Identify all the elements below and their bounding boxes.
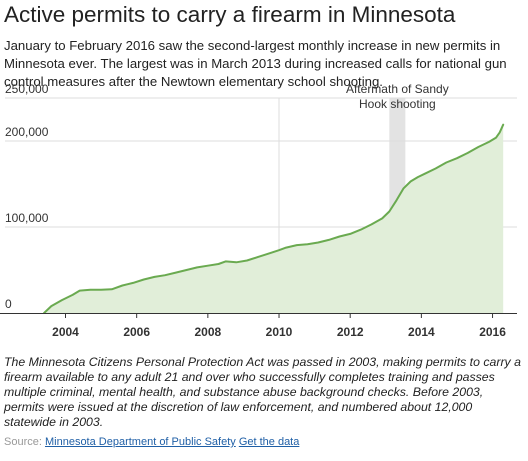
x-tick-label: 2014 [408, 325, 435, 339]
get-data-link[interactable]: Get the data [238, 436, 300, 448]
x-tick-label: 2004 [52, 325, 79, 339]
chart-title: Active permits to carry a firearm in Min… [4, 2, 456, 27]
axes [0, 313, 517, 318]
footnote: The Minnesota Citizens Personal Protecti… [4, 355, 521, 429]
series-line [43, 123, 505, 314]
chart-subtitle: January to February 2016 saw the second-… [4, 38, 507, 89]
gridlines [5, 97, 517, 313]
source-link[interactable]: Minnesota Department of Public Safety [44, 436, 236, 448]
data-area [43, 123, 505, 314]
area-chart: 2004 2006 2008 2010 2012 2014 2016 0 100,000 200,… [0, 82, 517, 339]
x-tick-label: 2006 [123, 325, 150, 339]
y-tick-label: 250,000 [5, 82, 49, 96]
source-label: Source: [4, 436, 42, 448]
y-tick-label: 100,000 [5, 211, 49, 225]
x-tick-label: 2008 [194, 325, 221, 339]
source-line: Source: Minnesota Department of Public S… [4, 436, 299, 448]
highlight-label-line: Hook shooting [359, 97, 436, 111]
highlight-label-line: Aftermath of Sandy [346, 82, 449, 96]
x-tick-label: 2016 [479, 325, 506, 339]
x-tick-label: 2012 [337, 325, 364, 339]
x-tick-label: 2010 [266, 325, 293, 339]
tick-labels: 2004 2006 2008 2010 2012 2014 2016 0 100,000 200,… [5, 82, 506, 339]
series-area [44, 124, 504, 313]
y-tick-label: 0 [5, 297, 12, 311]
y-tick-label: 200,000 [5, 125, 49, 139]
